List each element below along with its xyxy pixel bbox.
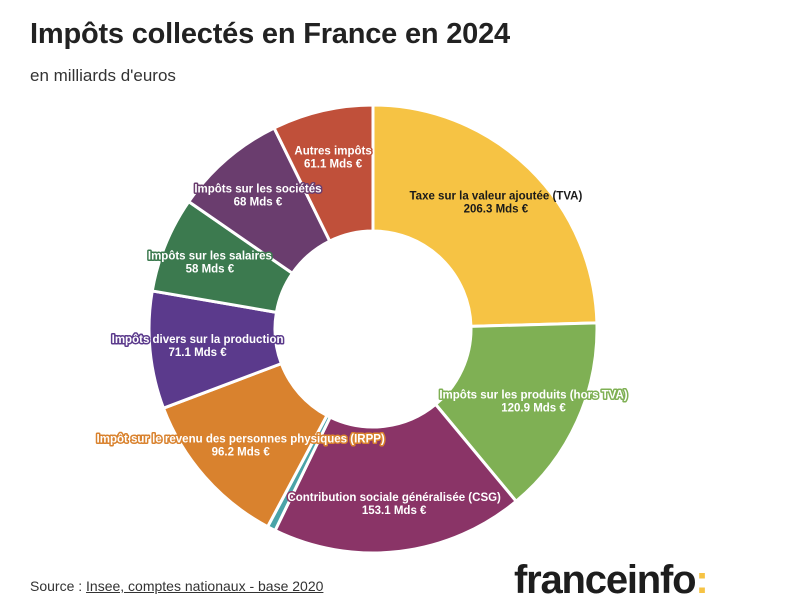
slice-name: Impôts sur les salaires (148, 250, 272, 262)
slice-label-taxe-sur-la-valeur-ajoutee-tva-0: Taxe sur la valeur ajoutée (TVA) 206.3 Md… (410, 191, 583, 216)
donut-labels: Taxe sur la valeur ajoutée (TVA) 206.3 Md… (95, 144, 629, 519)
slice-name: Autres impôts (294, 145, 371, 157)
slice-name: Taxe sur la valeur ajoutée (TVA) (410, 191, 583, 203)
slice-value: 120.9 Mds € (501, 403, 566, 415)
franceinfo-logo: franceinfo: (514, 558, 709, 602)
slice-value: 206.3 Mds € (464, 204, 529, 216)
slice-value: 96.2 Mds € (212, 446, 271, 458)
slice-name: Impôts sur les sociétés (194, 184, 321, 196)
logo-text: franceinfo (514, 558, 697, 602)
slice-label-impot-sur-le-revenu-des-personnes-physiq-4: Impôt sur le revenu des personnes physiq… (97, 433, 385, 458)
slice-label-impots-sur-les-salaires-6: Impôts sur les salaires 58 Mds € (148, 250, 272, 275)
slice-value: 58 Mds € (186, 263, 235, 275)
source-prefix: Source : (30, 578, 87, 594)
slice-autres-impots-8 (272, 103, 375, 243)
slice-label-impots-sur-les-societes-7: Impôts sur les sociétés 68 Mds € (194, 184, 321, 209)
chart-title: Impôts collectés en France en 2024 (30, 18, 510, 50)
slice-label-contribution-sociale-generalisee-csg-2: Contribution sociale généralisée (CSG) 15… (287, 492, 501, 517)
slice-taxe-sur-la-valeur-ajoutee-tva-0 (371, 103, 599, 328)
slice-impots-sur-les-produits-hors-tva-1 (434, 321, 599, 503)
source-note: Source : Insee, comptes nationaux - base… (30, 578, 323, 594)
slice-label-impots-sur-les-produits-hors-tva-1: Impôts sur les produits (hors TVA) 120.9 … (439, 390, 627, 415)
slice-value: 68 Mds € (234, 197, 283, 209)
donut-slices (147, 103, 599, 555)
slice-value: 153.1 Mds € (362, 505, 427, 517)
logo-colon: : (695, 558, 708, 602)
slice-label-impots-divers-sur-la-production-5: Impôts divers sur la production 71.1 Mds … (112, 334, 284, 359)
slice-value: 61.1 Mds € (304, 158, 363, 170)
slice-value: 71.1 Mds € (169, 347, 228, 359)
source-link[interactable]: Insee, comptes nationaux - base 2020 (86, 578, 324, 594)
slice-label-autres-impots-8: Autres impôts 61.1 Mds € (294, 145, 371, 170)
slice-name: Impôt sur le revenu des personnes physiq… (97, 433, 385, 445)
slice-name: Impôts divers sur la production (112, 334, 284, 346)
slice-name: Contribution sociale généralisée (CSG) (287, 492, 501, 504)
chart-subtitle: en milliards d'euros (30, 66, 176, 85)
slice-contribution-sociale-generalisee-csg-2 (273, 402, 518, 555)
slice-name: Impôts sur les produits (hors TVA) (439, 390, 627, 402)
